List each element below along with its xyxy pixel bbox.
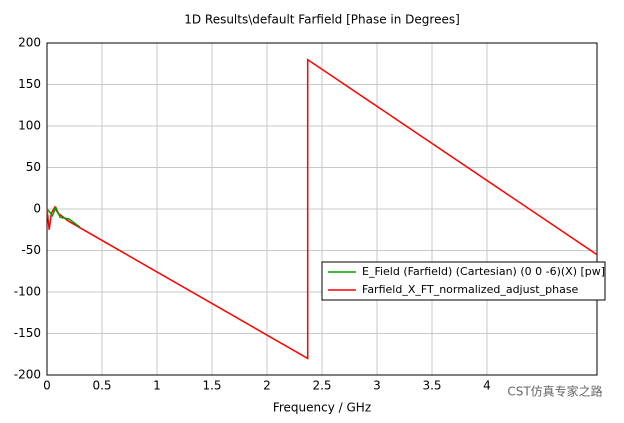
y-tick-label: 0	[33, 202, 41, 216]
x-tick-label: 2.5	[312, 379, 331, 393]
x-tick-label: 2	[263, 379, 271, 393]
x-tick-label: 0.5	[92, 379, 111, 393]
x-tick-label: 4	[483, 379, 491, 393]
chart-title: 1D Results\default Farfield [Phase in De…	[184, 13, 460, 27]
legend-box	[321, 261, 606, 301]
x-tick-label: 3.5	[422, 379, 441, 393]
y-tick-label: 50	[26, 160, 41, 174]
series-line	[46, 205, 81, 228]
legend-label: E_Field (Farfield) (Cartesian) (0 0 -6)(…	[362, 265, 605, 278]
x-tick-label: 1	[153, 379, 161, 393]
y-tick-label: 150	[18, 77, 41, 91]
y-tick-label: 200	[18, 36, 41, 50]
watermark: CST仿真专家之路	[507, 384, 602, 399]
y-tick-label: -150	[14, 326, 41, 340]
x-tick-label: 0	[43, 379, 51, 393]
y-tick-label: -200	[14, 368, 41, 382]
y-tick-label: -100	[14, 285, 41, 299]
x-tick-label: 3	[373, 379, 381, 393]
y-tick-label: 100	[18, 119, 41, 133]
y-tick-label: -50	[21, 243, 41, 257]
x-tick-label: 1.5	[202, 379, 221, 393]
x-axis-label: Frequency / GHz	[273, 401, 371, 415]
legend-label: Farfield_X_FT_normalized_adjust_phase	[362, 283, 579, 296]
